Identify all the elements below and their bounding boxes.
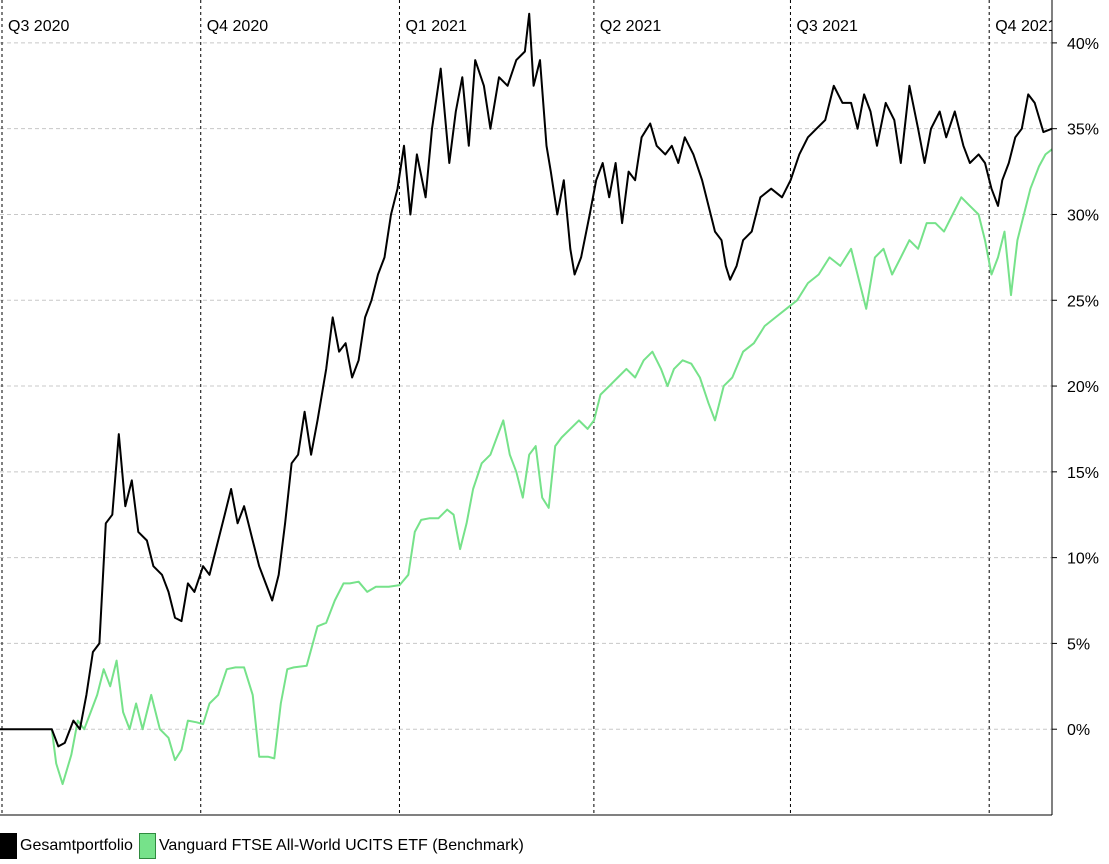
series-line-benchmark — [50, 148, 1053, 786]
legend-swatch-portfolio — [0, 833, 17, 859]
y-tick-label: 10% — [1067, 551, 1099, 568]
x-quarter-label: Q1 2021 — [405, 18, 466, 35]
y-tick-label: 35% — [1067, 122, 1099, 139]
y-tick-label: 30% — [1067, 207, 1099, 224]
axis-labels: 0% 5% 10% 15% 20% 25% 30% 35% 40% Q3 2020 Q4 2020 Q… — [8, 18, 1099, 739]
y-tick-label: 5% — [1067, 636, 1090, 653]
series-lines — [0, 12, 1053, 786]
legend-swatch-benchmark — [138, 833, 156, 859]
x-quarter-label: Q4 2020 — [207, 18, 268, 35]
legend-label-portfolio: Gesamtportfolio — [20, 837, 133, 854]
legend-label-benchmark: Vanguard FTSE All-World UCITS ETF (Bench… — [158, 837, 524, 854]
x-quarter-label: Q2 2021 — [600, 18, 661, 35]
y-tick-label: 0% — [1067, 722, 1090, 739]
x-quarter-label: Q4 2021 — [995, 18, 1056, 35]
y-tick-label: 15% — [1067, 465, 1099, 482]
performance-chart: 0% 5% 10% 15% 20% 25% 30% 35% 40% Q3 2020 Q4 2020 Q… — [0, 0, 1099, 816]
legend-item-benchmark[interactable]: Vanguard FTSE All-World UCITS ETF (Bench… — [138, 833, 524, 859]
legend: Gesamtportfolio Vanguard FTSE All-World … — [0, 832, 530, 860]
y-tick-label: 40% — [1067, 36, 1099, 53]
legend-item-portfolio[interactable]: Gesamtportfolio — [0, 833, 133, 859]
series-line-portfolio — [0, 12, 1053, 748]
y-tick-label: 20% — [1067, 379, 1099, 396]
x-quarter-label: Q3 2020 — [8, 18, 69, 35]
y-tick-label: 25% — [1067, 293, 1099, 310]
axes — [0, 0, 1053, 816]
x-quarter-label: Q3 2021 — [796, 18, 857, 35]
